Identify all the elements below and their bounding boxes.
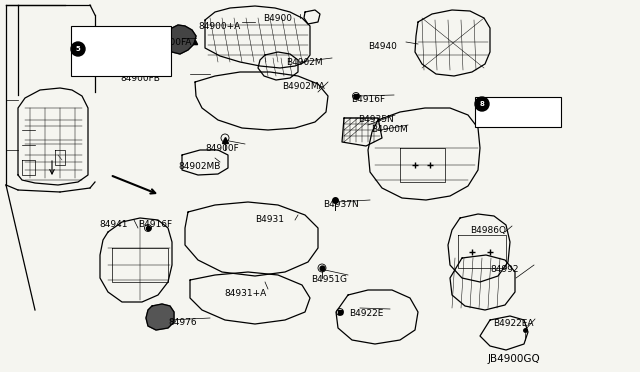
Text: (2): (2) — [494, 115, 507, 124]
Text: B4951G: B4951G — [311, 275, 347, 284]
Text: B4922EA: B4922EA — [493, 319, 534, 328]
FancyBboxPatch shape — [71, 26, 171, 76]
Circle shape — [475, 97, 489, 111]
Text: 84900+A: 84900+A — [198, 22, 240, 31]
Text: 84902MB: 84902MB — [178, 162, 220, 171]
Text: B4900M: B4900M — [371, 125, 408, 134]
Text: 08523-51642: 08523-51642 — [83, 50, 143, 59]
Text: 08146-6162G: 08146-6162G — [480, 105, 541, 114]
Text: (2): (2) — [88, 61, 100, 70]
Text: 8: 8 — [479, 101, 484, 107]
Text: B4935N: B4935N — [358, 115, 394, 124]
Text: B4931: B4931 — [255, 215, 284, 224]
Text: B4900FA: B4900FA — [152, 38, 191, 47]
Text: B4902MA: B4902MA — [282, 82, 324, 91]
Text: 84944N: 84944N — [100, 38, 135, 47]
Text: B4916F: B4916F — [138, 220, 172, 229]
Text: B4937N: B4937N — [323, 200, 359, 209]
Text: 84992: 84992 — [490, 265, 518, 274]
Text: B4922E: B4922E — [349, 309, 383, 318]
Text: B4902M: B4902M — [286, 58, 323, 67]
FancyBboxPatch shape — [475, 97, 561, 127]
Circle shape — [71, 42, 85, 56]
Polygon shape — [166, 25, 196, 54]
Text: 84900F: 84900F — [205, 144, 239, 153]
Text: 5: 5 — [76, 46, 81, 52]
Text: 84941: 84941 — [99, 220, 127, 229]
Text: JB4900GQ: JB4900GQ — [488, 354, 541, 364]
Polygon shape — [146, 304, 174, 330]
Text: 84931+A: 84931+A — [224, 289, 266, 298]
Text: B4986Q: B4986Q — [470, 226, 506, 235]
Text: B4940: B4940 — [368, 42, 397, 51]
Text: B4900: B4900 — [263, 14, 292, 23]
Text: B4916F: B4916F — [351, 95, 385, 104]
Text: 84976: 84976 — [168, 318, 196, 327]
Text: 84900FB: 84900FB — [120, 74, 160, 83]
